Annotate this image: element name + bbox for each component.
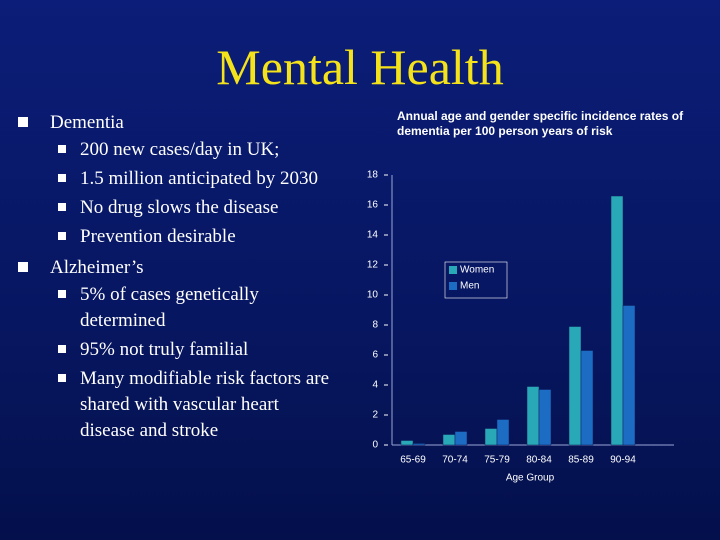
y-tick-label: 6: [372, 350, 378, 361]
legend-swatch: [449, 266, 457, 274]
sub-bullet: 200 new cases/day in UK;: [18, 137, 330, 163]
sub-bullet: 5% of cases genetically determined: [18, 282, 330, 334]
legend-label: Women: [460, 265, 494, 276]
y-tick-label: 2: [372, 410, 378, 421]
sub-bullet: Prevention desirable: [18, 224, 330, 250]
bullet-marker: [58, 232, 66, 240]
y-tick-label: 18: [367, 170, 379, 181]
bullet-marker: [18, 117, 28, 127]
bar: [622, 305, 636, 446]
bullet-marker: [58, 374, 66, 382]
x-tick-label: 65-69: [400, 455, 426, 466]
x-tick-label: 90-94: [610, 455, 636, 466]
sub-bullet: 1.5 million anticipated by 2030: [18, 166, 330, 192]
bullet-marker: [18, 262, 28, 272]
bar: [400, 440, 414, 446]
bullet-marker: [58, 145, 66, 153]
bar: [610, 195, 624, 446]
bullet-text: Dementia: [50, 112, 124, 133]
x-tick-label: 70-74: [442, 455, 468, 466]
sub-bullet-text: Prevention desirable: [80, 226, 236, 247]
slide-title: Mental Health: [216, 39, 504, 95]
bar: [484, 428, 498, 446]
y-tick-label: 8: [372, 320, 378, 331]
y-tick-label: 4: [372, 380, 378, 391]
x-tick-label: 85-89: [568, 455, 594, 466]
bar: [580, 350, 594, 446]
bar: [412, 443, 426, 446]
bullet-list: Dementia 200 new cases/day in UK; 1.5 mill…: [18, 108, 348, 447]
y-tick-label: 12: [367, 260, 379, 271]
bar: [538, 389, 552, 446]
sub-bullet-text: 95% not truly familial: [80, 339, 249, 360]
bar: [496, 419, 510, 446]
bullet-marker: [58, 203, 66, 211]
sub-bullet-text: 1.5 million anticipated by 2030: [80, 168, 318, 189]
bar: [526, 386, 540, 446]
x-axis-title: Age Group: [506, 473, 555, 484]
legend-label: Men: [460, 281, 479, 292]
bullet-marker: [58, 174, 66, 182]
bullet: Alzheimer’s: [18, 253, 348, 282]
y-tick-label: 14: [367, 230, 379, 241]
x-tick-label: 80-84: [526, 455, 552, 466]
bullet-marker: [58, 345, 66, 353]
sub-bullet: 95% not truly familial: [18, 337, 330, 363]
y-tick-label: 16: [367, 200, 379, 211]
sub-bullet-text: Many modifiable risk factors are shared …: [80, 368, 330, 441]
sub-bullet-text: 5% of cases genetically determined: [80, 284, 259, 331]
x-tick-label: 75-79: [484, 455, 510, 466]
bar: [442, 434, 456, 446]
bar: [568, 326, 582, 446]
bullet-marker: [58, 290, 66, 298]
sub-bullet-text: No drug slows the disease: [80, 197, 279, 218]
sub-bullet: Many modifiable risk factors are shared …: [18, 366, 330, 444]
bar: [454, 431, 468, 446]
bullet: Dementia: [18, 108, 348, 137]
sub-bullet: No drug slows the disease: [18, 195, 330, 221]
legend-swatch: [449, 282, 457, 290]
y-tick-label: 0: [372, 440, 378, 451]
y-tick-label: 10: [367, 290, 379, 301]
chart-title: Annual age and gender specific incidence…: [397, 109, 684, 138]
bullet-text: Alzheimer’s: [50, 257, 144, 278]
legend-box: [444, 261, 508, 299]
sub-bullet-text: 200 new cases/day in UK;: [80, 139, 280, 160]
